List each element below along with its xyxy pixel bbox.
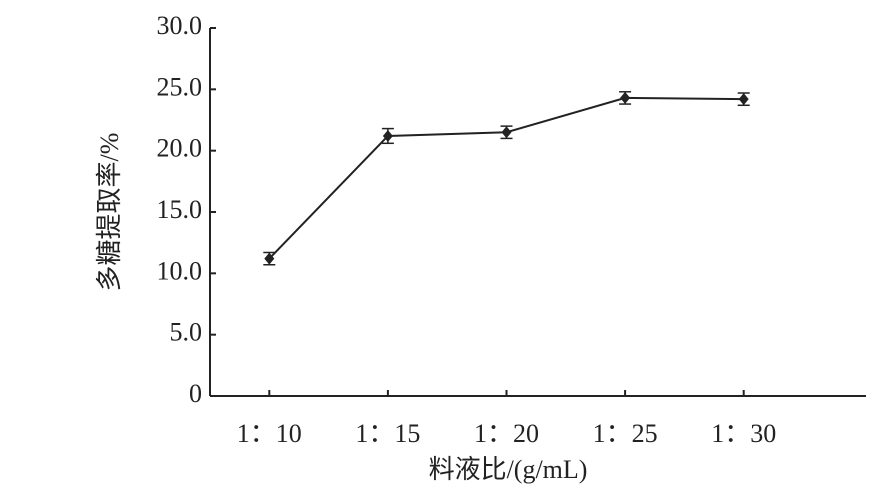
x-tick-label: 1：10 <box>237 419 302 448</box>
marker <box>382 129 393 142</box>
x-tick-label: 1：30 <box>711 419 776 448</box>
y-tick-label: 20.0 <box>157 134 203 163</box>
y-tick-label: 0 <box>189 379 202 408</box>
y-axis-label: 多糖提取率/% <box>95 133 124 292</box>
y-tick-label: 30.0 <box>157 11 203 40</box>
marker <box>620 91 631 104</box>
y-tick-label: 10.0 <box>157 256 203 285</box>
marker <box>738 93 749 106</box>
x-tick-label: 1：15 <box>355 419 420 448</box>
x-tick-label: 1：20 <box>474 419 539 448</box>
x-axis-label: 料液比/(g/mL) <box>429 455 588 484</box>
marker <box>501 126 512 139</box>
y-tick-label: 25.0 <box>157 72 203 101</box>
y-tick-label: 15.0 <box>157 195 203 224</box>
line <box>268 96 744 260</box>
x-tick-label: 1：25 <box>593 419 658 448</box>
y-tick-label: 5.0 <box>170 318 203 347</box>
marker <box>264 252 275 265</box>
